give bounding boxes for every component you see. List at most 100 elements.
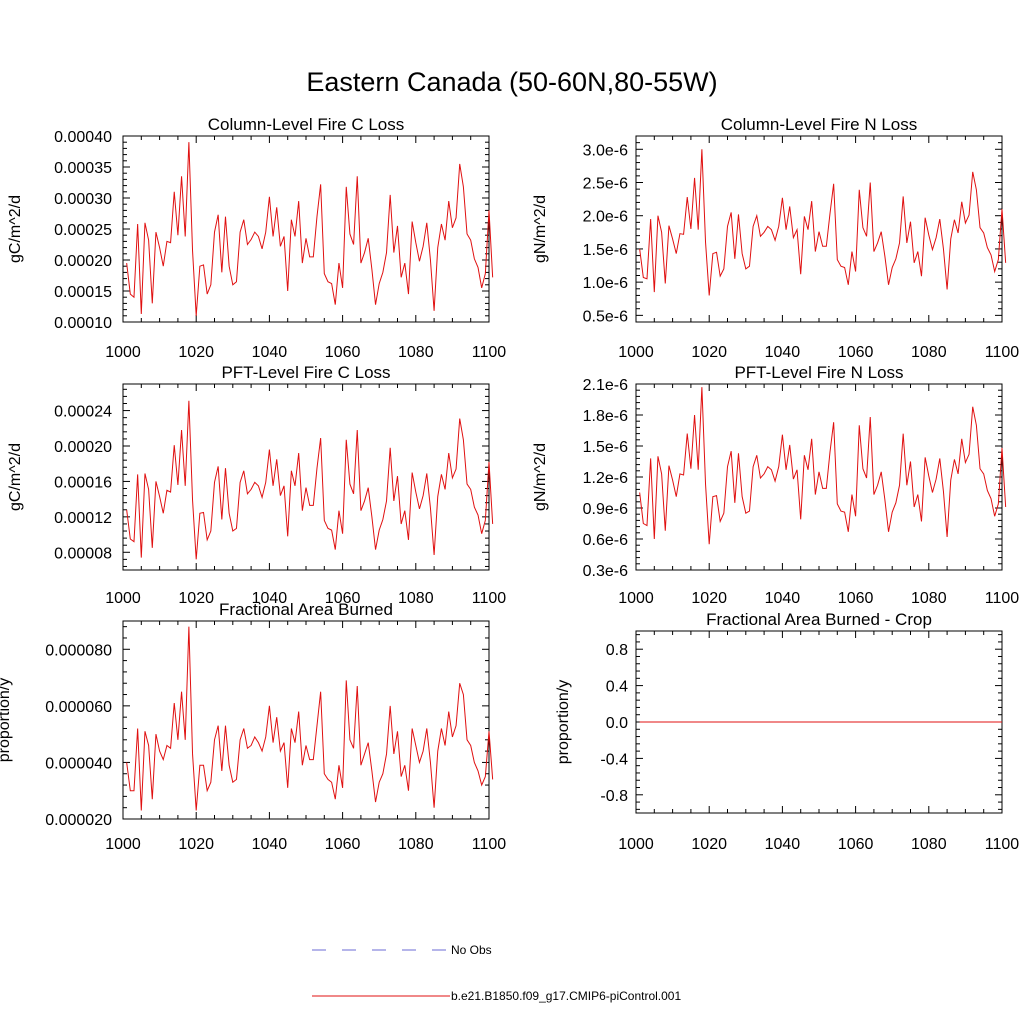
y-tick-label: 1.5e-6	[583, 242, 628, 259]
x-tick-label: 1000	[105, 836, 141, 853]
y-tick-label: 0.00024	[54, 404, 112, 421]
x-tick-label: 1020	[178, 344, 214, 361]
x-tick-label: 1080	[398, 590, 434, 607]
series-line	[639, 387, 1007, 545]
series-line	[126, 400, 494, 560]
chart-title: PFT-Level Fire C Loss	[221, 363, 390, 382]
y-axis-label: proportion/y	[0, 678, 13, 763]
y-tick-label: 0.0	[606, 715, 628, 732]
legend-item-no-obs: No Obs	[312, 943, 492, 957]
x-tick-label: 1080	[911, 590, 947, 607]
x-tick-label: 1040	[252, 836, 288, 853]
x-tick-label: 1040	[252, 344, 288, 361]
y-tick-label: 0.00025	[54, 222, 112, 239]
chart-title: Fractional Area Burned - Crop	[706, 610, 932, 629]
y-tick-label: 1.2e-6	[583, 470, 628, 487]
y-tick-label: 0.00012	[54, 510, 112, 527]
x-tick-label: 1000	[105, 590, 141, 607]
chart-frac-area-crop: Fractional Area Burned - Crop 1000 1020 104…	[555, 610, 1019, 853]
y-tick-label: 0.5e-6	[583, 308, 628, 325]
y-tick-label: 1.8e-6	[583, 408, 628, 425]
y-axis-label: gC/m^2/d	[7, 443, 24, 511]
y-tick-label: 0.8	[606, 642, 628, 659]
y-tick-label: 2.1e-6	[583, 377, 628, 394]
y-tick-label: 2.5e-6	[583, 176, 628, 193]
chart-pft-c: PFT-Level Fire C Loss 1000 1020 1040 1060 108…	[7, 363, 506, 607]
y-tick-label: 0.000020	[45, 812, 112, 829]
y-tick-label: 0.00016	[54, 474, 112, 491]
y-tick-label: 0.00040	[54, 129, 112, 146]
legend-label-no-obs: No Obs	[451, 943, 492, 957]
y-axis-label: proportion/y	[555, 680, 572, 765]
y-tick-label: 0.00035	[54, 160, 112, 177]
x-tick-label: 1040	[252, 590, 288, 607]
figure-title: Eastern Canada (50-60N,80-55W)	[306, 67, 717, 97]
x-tick-label: 1020	[178, 590, 214, 607]
chart-pft-n: PFT-Level Fire N Loss 1000 1020 1040 1060 108…	[532, 363, 1019, 607]
legend-label-model: b.e21.B1850.f09_g17.CMIP6-piControl.001	[451, 989, 681, 1003]
x-tick-label: 1060	[325, 590, 361, 607]
y-tick-label: -0.4	[600, 751, 628, 768]
plot-frame	[635, 383, 1003, 571]
y-tick-label: -0.8	[600, 788, 628, 805]
x-tick-label: 1060	[838, 590, 874, 607]
chart-title: PFT-Level Fire N Loss	[734, 363, 903, 382]
y-tick-label: 0.00030	[54, 191, 112, 208]
x-tick-label: 1020	[178, 836, 214, 853]
x-tick-label: 1100	[985, 590, 1020, 607]
x-tick-label: 1040	[765, 836, 801, 853]
y-tick-label: 0.9e-6	[583, 501, 628, 518]
y-axis-label: gN/m^2/d	[532, 443, 549, 511]
x-tick-label: 1000	[618, 590, 654, 607]
x-tick-label: 1080	[398, 344, 434, 361]
x-tick-label: 1020	[691, 836, 727, 853]
x-tick-label: 1060	[325, 836, 361, 853]
chart-col-c: Column-Level Fire C Loss 1000 1020 1040 1060…	[7, 115, 506, 361]
x-tick-label: 1060	[838, 836, 874, 853]
y-tick-label: 1.5e-6	[583, 439, 628, 456]
x-tick-label: 1100	[472, 590, 507, 607]
x-tick-label: 1100	[472, 344, 507, 361]
chart-frac-area: Fractional Area Burned 1000 1020 1040 1060 10…	[0, 600, 506, 853]
series-line	[126, 626, 494, 811]
series-line	[639, 149, 1007, 296]
x-tick-label: 1060	[838, 344, 874, 361]
y-tick-label: 0.00010	[54, 315, 112, 332]
panels: Column-Level Fire C Loss 1000 1020 1040 1060…	[0, 115, 1019, 853]
x-tick-label: 1040	[765, 344, 801, 361]
y-axis-label: gN/m^2/d	[532, 195, 549, 263]
x-tick-label: 1000	[105, 344, 141, 361]
chart-title: Column-Level Fire N Loss	[721, 115, 918, 134]
x-tick-label: 1080	[911, 344, 947, 361]
series-line	[126, 142, 494, 316]
y-tick-label: 0.000080	[45, 642, 112, 659]
x-tick-label: 1100	[985, 836, 1020, 853]
y-tick-label: 0.000060	[45, 699, 112, 716]
y-tick-label: 0.4	[606, 679, 628, 696]
y-axis-label: gC/m^2/d	[7, 195, 24, 263]
x-tick-label: 1060	[325, 344, 361, 361]
y-tick-label: 0.00020	[54, 439, 112, 456]
y-tick-label: 3.0e-6	[583, 142, 628, 159]
chart-title: Column-Level Fire C Loss	[208, 115, 405, 134]
x-tick-label: 1040	[765, 590, 801, 607]
legend-item-model: b.e21.B1850.f09_g17.CMIP6-piControl.001	[312, 989, 681, 1003]
chart-title: Fractional Area Burned	[219, 600, 393, 619]
x-tick-label: 1100	[985, 344, 1020, 361]
y-tick-label: 2.0e-6	[583, 209, 628, 226]
y-tick-label: 0.00008	[54, 545, 112, 562]
x-tick-label: 1020	[691, 590, 727, 607]
y-tick-label: 1.0e-6	[583, 275, 628, 292]
x-tick-label: 1020	[691, 344, 727, 361]
y-tick-label: 0.000040	[45, 755, 112, 772]
y-tick-label: 0.00015	[54, 284, 112, 301]
plot-frame	[122, 383, 490, 571]
plot-frame	[122, 620, 490, 820]
legend: No Obs b.e21.B1850.f09_g17.CMIP6-piContr…	[312, 943, 681, 1003]
chart-col-n: Column-Level Fire N Loss 1000 1020 1040 1060…	[532, 115, 1019, 361]
x-tick-label: 1100	[472, 836, 507, 853]
x-tick-label: 1000	[618, 836, 654, 853]
x-tick-label: 1080	[398, 836, 434, 853]
x-tick-label: 1000	[618, 344, 654, 361]
